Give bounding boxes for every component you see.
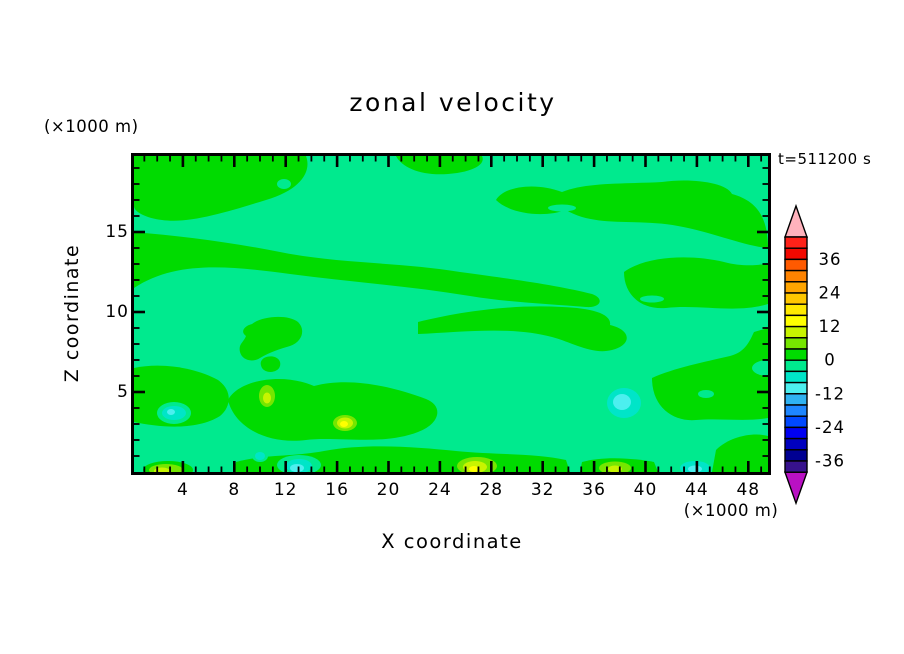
x-tick-label: 8 <box>228 480 241 500</box>
colorbar-segment <box>784 359 808 373</box>
colorbar-segment <box>784 348 808 361</box>
colorbar-label: -36 <box>815 452 845 471</box>
timestamp-label: t=511200 s <box>778 150 872 168</box>
x-tick-label: 28 <box>479 480 504 500</box>
colorbar-segment <box>784 437 808 451</box>
x-tick-label: 32 <box>530 480 555 500</box>
z-axis-title: Z coordinate <box>61 243 83 383</box>
contour-plot-area <box>131 153 771 475</box>
colorbar-segment <box>784 303 808 317</box>
x-tick-label: 24 <box>428 480 452 500</box>
z-axis-unit-label: (×1000 m) <box>44 117 139 136</box>
colorbar-segment <box>784 370 808 384</box>
colorbar-svg: 36 24 12 0 -12 -24 -36 <box>784 203 845 506</box>
colorbar-label: 36 <box>819 250 842 269</box>
z-tick-label: 5 <box>117 382 129 402</box>
colorbar-segment <box>784 247 808 261</box>
axis-tick-marks <box>134 156 768 472</box>
x-tick-label: 16 <box>325 480 349 500</box>
x-tick-label: 40 <box>633 480 658 500</box>
colorbar-segment <box>784 292 808 305</box>
negative-anomaly-spots <box>162 388 710 472</box>
x-tick-label: 36 <box>582 480 606 500</box>
colorbar-segment <box>784 404 808 417</box>
colorbar-segment <box>784 460 808 473</box>
colorbar-segment <box>784 314 808 328</box>
colorbar-label: -12 <box>815 384 845 403</box>
z-tick-label: 15 <box>105 222 129 242</box>
x-axis-title: X coordinate <box>381 530 523 553</box>
x-tick-label: 20 <box>376 480 401 500</box>
colorbar-segment <box>784 449 808 462</box>
colorbar-under-arrow <box>784 471 808 506</box>
colorbar-segment <box>784 415 808 429</box>
x-axis-unit-label: (×1000 m) <box>683 501 779 520</box>
colorbar-segment <box>784 281 808 294</box>
plot-title: zonal velocity <box>349 88 557 117</box>
x-tick-label: 12 <box>273 480 298 500</box>
colorbar: 36 24 12 0 -12 -24 -36 <box>775 200 870 515</box>
colorbar-segment <box>784 258 808 272</box>
colorbar-segment <box>784 236 808 249</box>
x-tick-label: 48 <box>736 480 761 500</box>
colorbar-segment <box>784 337 808 350</box>
colorbar-segment <box>784 426 808 440</box>
colorbar-segment <box>784 393 808 406</box>
colorbar-label: 12 <box>819 317 842 336</box>
x-tick-label: 44 <box>685 480 709 500</box>
colorbar-segment <box>784 325 808 339</box>
colorbar-segment <box>784 269 808 283</box>
colorbar-label: 0 <box>824 351 836 370</box>
contour-band-regions-positive <box>134 156 768 472</box>
colorbar-label: -24 <box>815 418 845 437</box>
contour-field <box>134 156 768 472</box>
z-tick-label: 10 <box>105 302 129 322</box>
colorbar-segment <box>784 381 808 395</box>
x-tick-label: 4 <box>176 480 189 500</box>
colorbar-label: 24 <box>819 284 842 303</box>
colorbar-over-arrow <box>784 203 808 238</box>
